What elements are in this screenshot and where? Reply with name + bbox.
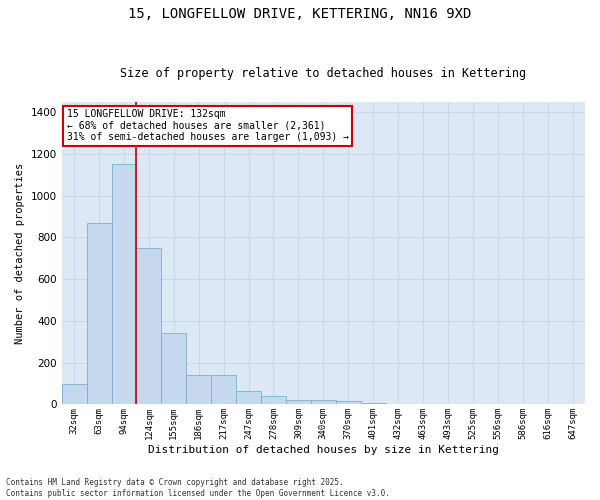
Title: Size of property relative to detached houses in Kettering: Size of property relative to detached ho… — [120, 66, 526, 80]
Bar — [211, 375, 236, 404]
Bar — [186, 375, 211, 404]
Bar — [236, 391, 261, 404]
Y-axis label: Number of detached properties: Number of detached properties — [15, 162, 25, 344]
Bar — [336, 402, 361, 404]
Bar — [311, 400, 336, 404]
X-axis label: Distribution of detached houses by size in Kettering: Distribution of detached houses by size … — [148, 445, 499, 455]
Bar — [261, 396, 286, 404]
Text: 15 LONGFELLOW DRIVE: 132sqm
← 68% of detached houses are smaller (2,361)
31% of : 15 LONGFELLOW DRIVE: 132sqm ← 68% of det… — [67, 109, 349, 142]
Text: Contains HM Land Registry data © Crown copyright and database right 2025.
Contai: Contains HM Land Registry data © Crown c… — [6, 478, 390, 498]
Bar — [112, 164, 136, 404]
Bar — [86, 222, 112, 404]
Bar — [286, 400, 311, 404]
Text: 15, LONGFELLOW DRIVE, KETTERING, NN16 9XD: 15, LONGFELLOW DRIVE, KETTERING, NN16 9X… — [128, 8, 472, 22]
Bar — [161, 334, 186, 404]
Bar — [136, 248, 161, 404]
Bar — [62, 384, 86, 404]
